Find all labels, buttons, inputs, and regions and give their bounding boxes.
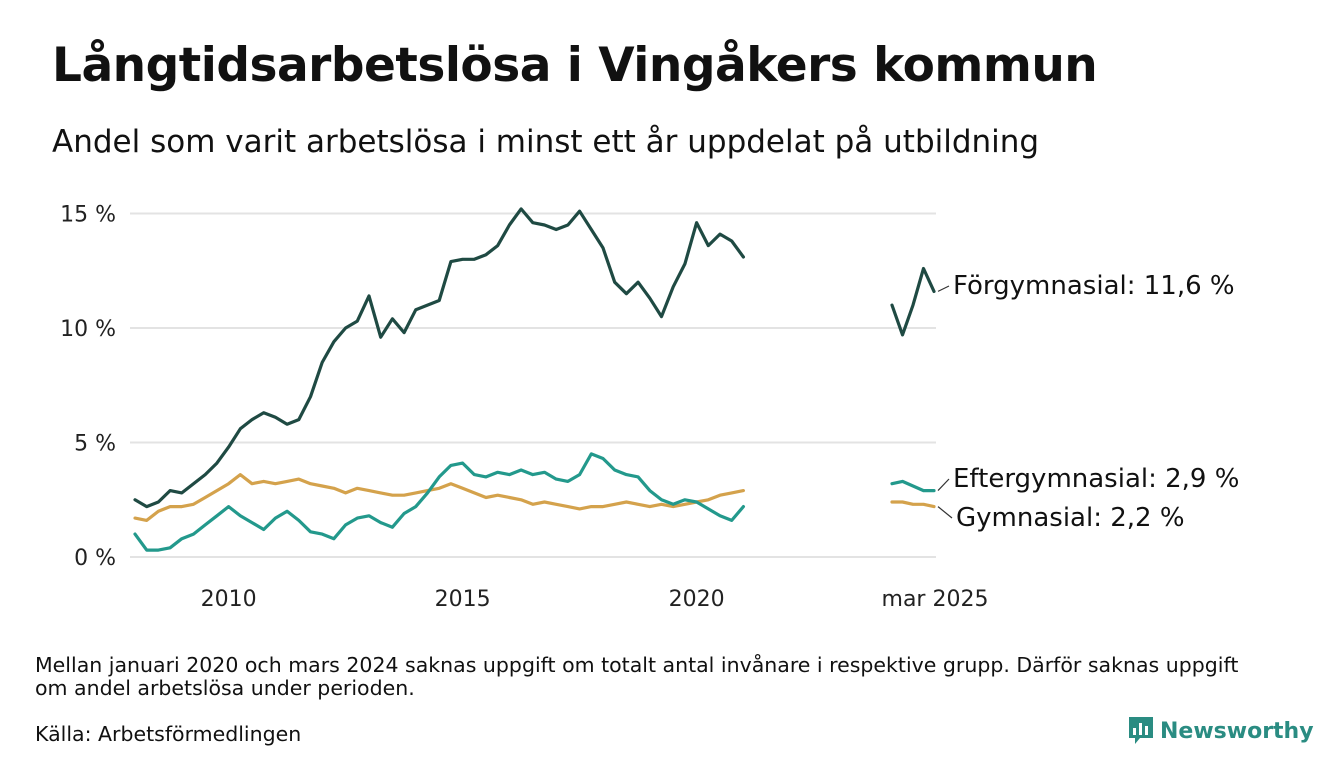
x-tick-label: 2015: [435, 587, 491, 612]
chart-title: Långtidsarbetslösa i Vingåkers kommun: [52, 38, 1098, 93]
end-label-eftergymnasial: Eftergymnasial: 2,9 %: [953, 464, 1239, 494]
series-line-förgymnasial: [890, 266, 936, 337]
x-axis-ticks: 2010 2015 2020 mar 2025: [201, 587, 989, 612]
series-line-förgymnasial: [133, 207, 745, 509]
series-line-gymnasial: [890, 500, 936, 509]
label-connector: [937, 478, 950, 492]
label-connector: [937, 285, 950, 292]
series-line-gymnasial: [133, 473, 745, 522]
y-tick-label: 10 %: [60, 317, 116, 342]
x-tick-label: mar 2025: [882, 587, 989, 612]
x-tick-label: 2020: [669, 587, 725, 612]
gridlines: [130, 212, 936, 558]
x-tick-label: 2010: [201, 587, 257, 612]
y-axis-ticks: 0 % 5 % 10 % 15 %: [60, 203, 116, 572]
y-tick-label: 5 %: [74, 432, 116, 457]
brand-name: Newsworthy: [1160, 718, 1314, 744]
series-line-eftergymnasial: [133, 452, 745, 552]
footnote: Mellan januari 2020 och mars 2024 saknas…: [35, 653, 1239, 700]
newsworthy-logo[interactable]: Newsworthy: [1128, 716, 1314, 746]
bar-chart-icon: [1129, 717, 1153, 744]
line-chart: 0 % 5 % 10 % 15 % 2010 2015 2020 mar 2025 Förg…: [60, 203, 1239, 613]
end-label-förgymnasial: Förgymnasial: 11,6 %: [953, 271, 1235, 301]
series-end-labels: Förgymnasial: 11,6 % Eftergymnasial: 2,9 …: [937, 271, 1239, 533]
source-text: Källa: Arbetsförmedlingen: [35, 722, 302, 746]
series-lines: [133, 207, 936, 552]
end-label-gymnasial: Gymnasial: 2,2 %: [956, 503, 1185, 533]
y-tick-label: 0 %: [74, 546, 116, 571]
y-tick-label: 15 %: [60, 203, 116, 228]
series-line-eftergymnasial: [890, 479, 936, 493]
chart-subtitle: Andel som varit arbetslösa i minst ett å…: [52, 124, 1040, 160]
label-connector: [937, 506, 953, 519]
